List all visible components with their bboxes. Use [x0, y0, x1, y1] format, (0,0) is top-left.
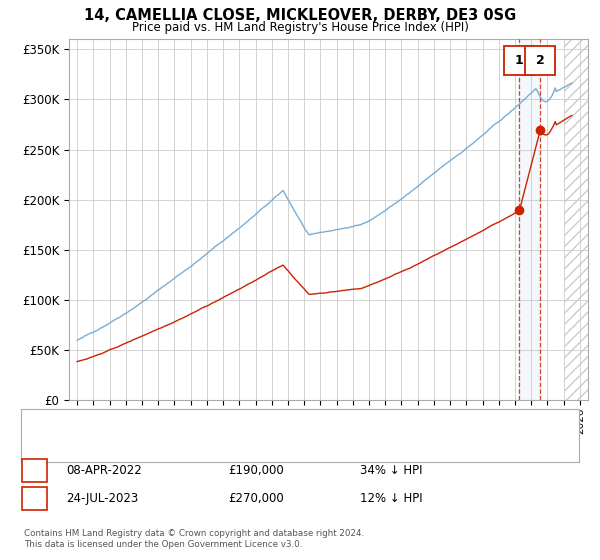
- Bar: [563, 39, 596, 400]
- FancyBboxPatch shape: [525, 46, 556, 76]
- Text: 1: 1: [515, 54, 524, 67]
- FancyBboxPatch shape: [505, 46, 535, 76]
- Text: £270,000: £270,000: [228, 492, 284, 505]
- Text: 14, CAMELLIA CLOSE, MICKLEOVER, DERBY, DE3 0SG: 14, CAMELLIA CLOSE, MICKLEOVER, DERBY, D…: [84, 8, 516, 24]
- Text: 1: 1: [30, 464, 39, 477]
- Text: Contains HM Land Registry data © Crown copyright and database right 2024.
This d: Contains HM Land Registry data © Crown c…: [24, 529, 364, 549]
- Bar: [520, 39, 541, 400]
- Text: 08-APR-2022: 08-APR-2022: [66, 464, 142, 477]
- Text: 12% ↓ HPI: 12% ↓ HPI: [360, 492, 422, 505]
- Text: 24-JUL-2023: 24-JUL-2023: [66, 492, 138, 505]
- Text: 34% ↓ HPI: 34% ↓ HPI: [360, 464, 422, 477]
- Text: 2: 2: [30, 492, 39, 505]
- Text: Price paid vs. HM Land Registry's House Price Index (HPI): Price paid vs. HM Land Registry's House …: [131, 21, 469, 34]
- Text: 14, CAMELLIA CLOSE, MICKLEOVER, DERBY, DE3 0SG (detached house): 14, CAMELLIA CLOSE, MICKLEOVER, DERBY, D…: [69, 419, 440, 429]
- Text: 2: 2: [536, 54, 545, 67]
- Text: HPI: Average price, detached house, City of Derby: HPI: Average price, detached house, City…: [69, 439, 331, 449]
- Text: £190,000: £190,000: [228, 464, 284, 477]
